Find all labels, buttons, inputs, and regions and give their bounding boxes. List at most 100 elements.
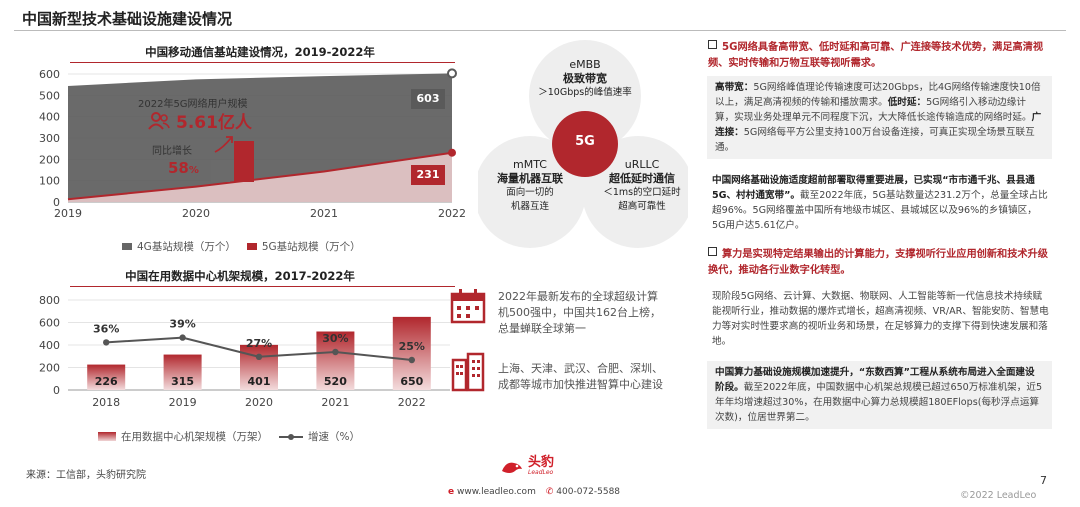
text-high-bandwidth: 5G网络峰值理论传输速度可达20Gbps，比4G网络传输速度快10倍以上，满足高…: [715, 82, 1041, 108]
urllc-desc1: ＜1ms的空口延时: [603, 187, 681, 198]
y-tick-label: 300: [39, 132, 60, 145]
kw-high-bandwidth: 高带宽：: [715, 82, 754, 93]
website-wrap: e www.leadleo.com: [448, 487, 536, 497]
chart2-y-ticks: 0 200 400 600 800: [39, 294, 60, 397]
legend-bar-swatch: [98, 432, 116, 441]
urllc-title: uRLLC: [624, 158, 660, 171]
x-tick-label: 2021: [321, 396, 349, 409]
urllc-name: 超低延时通信: [609, 172, 675, 185]
text-box-computing-infra: 中国算力基础设施规模加速提升，“东数西算”工程从系统布局进入全面建设阶段。截至2…: [707, 361, 1052, 429]
bar-value-label: 401: [248, 375, 271, 388]
deployment-text: 截至2022年底，5G基站数量达231.2万个，总量全球占比超96%。5G网络覆…: [712, 190, 1048, 231]
bar-value-label: 226: [95, 375, 118, 388]
growth-bar-2022: [234, 141, 254, 182]
contact-bar: e www.leadleo.com ✆ 400-072-5588: [448, 487, 620, 497]
growth-label: 30%: [322, 332, 348, 345]
fact2-line1: 上海、天津、武汉、合肥、深圳、: [498, 362, 663, 375]
user-scale-label: 2022年5G网络用户规模: [138, 99, 248, 110]
urllc-desc2: 超高可靠性: [618, 201, 666, 212]
growth-dot: [332, 348, 339, 356]
y-tick-label: 400: [39, 111, 60, 124]
chart2-legend: 在用数据中心机架规模（万架） 增速（%）: [98, 429, 360, 444]
embb-circle: [529, 40, 641, 152]
datacenter-chart: 0 200 400 600 800 2018 2019 2020 2021 2022 226 31…: [39, 294, 450, 409]
base-station-chart: 0 100 200 300 400 500 600 2019 2020 2021 2022: [39, 68, 466, 220]
bullet2-heading: 算力是实现特定结果输出的计算能力，支撑视听行业应用创新和技术升级换代，推动各行业…: [708, 249, 1048, 276]
computing-text: 截至2022年底，中国数据中心机架总规模已超过650万标准机架，近5年年均增速超…: [715, 382, 1043, 423]
x-tick-label: 2021: [310, 207, 338, 220]
text-box-5g-features: 高带宽：5G网络峰值理论传输速度可达20Gbps，比4G网络传输速度快10倍以上…: [707, 76, 1052, 159]
growth-labels: 36% 39% 27% 30% 25%: [93, 318, 425, 353]
y-tick-label: 500: [39, 89, 60, 102]
y-tick-label: 0: [53, 384, 60, 397]
source-note: 来源：工信部，头豹研究院: [26, 470, 146, 481]
x-tick-label: 2019: [54, 207, 82, 220]
growth-dot: [408, 356, 415, 364]
growth-arrow-icon: [214, 136, 233, 153]
growth-bar-2021: [211, 160, 230, 182]
legend-5g-label: 5G基站规模（万个）: [261, 241, 361, 253]
label-5g-2022: 231: [411, 165, 445, 185]
deployment-bold: 中国网络基础设施适度超前部署取得重要进展，已实现“市市通千兆、县县通 5G、村村…: [712, 175, 1035, 201]
dot-4g-2022: [447, 68, 457, 79]
fact1-line3: 总量蝉联全球第一: [498, 322, 586, 335]
y-tick-label: 200: [39, 153, 60, 166]
website-link[interactable]: www.leadleo.com: [456, 487, 536, 497]
phone-wrap: ✆ 400-072-5588: [546, 487, 620, 497]
x-tick-label: 2020: [245, 396, 273, 409]
chart2-x-ticks: 2018 2019 2020 2021 2022: [92, 396, 426, 409]
globe-icon: e: [448, 487, 455, 497]
phone-number: 400-072-5588: [556, 487, 621, 497]
empowerment-text: 现阶段5G网络、云计算、大数据、物联网、人工智能等新一代信息技术持续赋能视听行业…: [712, 291, 1049, 347]
embb-name: 极致带宽: [563, 72, 607, 85]
brand-logo: 头豹 LeadLeo: [500, 455, 555, 478]
bullet-5g-advantages: 5G网络具备高带宽、低时延和高可靠、广连接等技术优势，满足高清视频、实时传输和万…: [708, 40, 1050, 72]
growth-label: 同比增长: [152, 146, 192, 157]
bar-value-label: 315: [171, 375, 194, 388]
fact-supercomputer: 2022年最新发布的全球超级计算 机500强中，中国共162台上榜， 总量蝉联全…: [498, 289, 698, 337]
y-tick-label: 600: [39, 317, 60, 330]
growth-unit: %: [188, 165, 199, 176]
chart1-title-rule: [70, 62, 455, 63]
growth-dots: [103, 334, 415, 364]
mmtc-name: 海量机器互联: [497, 172, 563, 185]
computing-bold: 中国算力基础设施规模加速提升，“东数西算”工程从系统布局进入全面建设阶段。: [715, 367, 1035, 393]
text-low-latency: 5G网络引入移动边缘计算，实现业务处理单元不同程度下沉，大大降低长途传输造成的网…: [715, 97, 1032, 123]
mmtc-desc2: 机器互连: [510, 201, 549, 212]
brand-name: 头豹: [528, 455, 555, 470]
leopard-logo-icon: [502, 462, 522, 473]
x-tick-label: 2022: [398, 396, 426, 409]
bullet-box-icon: [708, 247, 717, 256]
chart1-legend: 4G基站规模（万个） 5G基站规模（万个）: [122, 239, 361, 254]
y-tick-label: 600: [39, 68, 60, 81]
label-4g-2022: 603: [411, 89, 445, 109]
bar-2019: [163, 354, 202, 390]
bar-2020: [240, 344, 278, 390]
chart2-bar-labels: 226 315 401 520 650: [95, 375, 424, 388]
x-tick-label: 2022: [438, 207, 466, 220]
growth-label: 36%: [93, 322, 119, 335]
chart1-title: 中国移动通信基站建设情况，2019-2022年: [145, 45, 375, 59]
5g-scenarios-diagram: [478, 40, 688, 248]
x-tick-label: 2020: [182, 207, 210, 220]
chart2-title-rule: [70, 286, 455, 287]
legend-5g-swatch: [246, 243, 257, 250]
chart2-bars: [87, 316, 431, 390]
kw-wide-connection: 广连接：: [715, 112, 1042, 138]
area-5g: [68, 152, 452, 202]
y-tick-label: 200: [39, 362, 60, 375]
bar-2018: [87, 364, 126, 390]
5g-core-circle: [552, 111, 618, 177]
page-number: 7: [1040, 474, 1047, 487]
chart2-title: 中国在用数据中心机架规模，2017-2022年: [125, 269, 355, 283]
kw-low-latency: 低时延：: [887, 97, 927, 108]
bullet-box-icon: [708, 40, 717, 49]
line-5g: [67, 151, 453, 201]
para-tech-empowerment: 现阶段5G网络、云计算、大数据、物联网、人工智能等新一代信息技术持续赋能视听行业…: [712, 289, 1050, 349]
growth-label: 27%: [246, 337, 272, 350]
y-tick-label: 0: [53, 196, 60, 209]
legend-bar-label: 在用数据中心机架规模（万架）: [121, 431, 268, 443]
page-title: 中国新型技术基础设施建设情况: [22, 10, 233, 28]
copyright: ©2022 LeadLeo: [960, 490, 1037, 501]
growth-value: 58: [168, 159, 189, 177]
